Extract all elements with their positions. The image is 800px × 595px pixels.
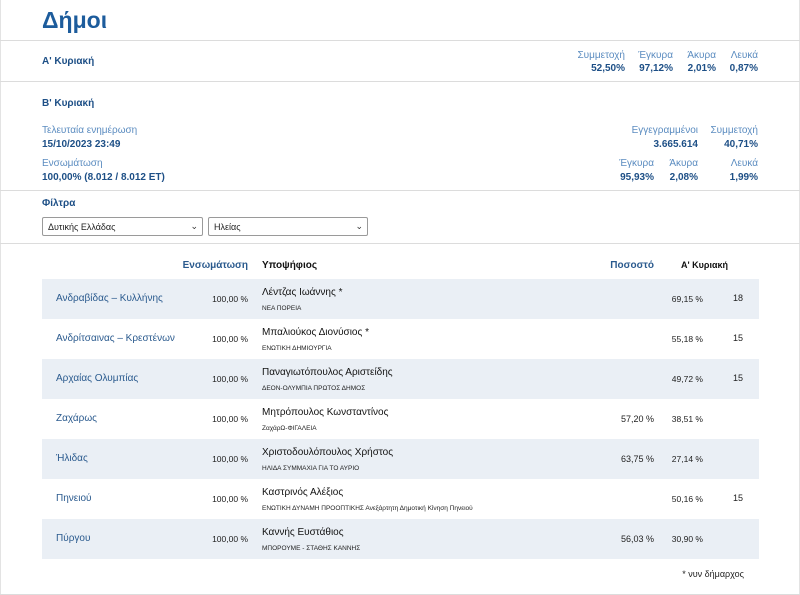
municipality-link[interactable]: Ανδρίτσαινας – Κρεστένων: [56, 333, 175, 344]
percent-cell: 57,20 %: [620, 414, 654, 424]
integration-cell: 100,00 %: [212, 534, 248, 544]
round-a-percent-cell: 49,72 %: [671, 374, 703, 384]
round-a-blank-value: 0,87%: [729, 63, 758, 74]
turnout-label: Συμμετοχή: [710, 125, 758, 136]
percent-cell: 63,75 %: [620, 454, 654, 464]
municipality-link[interactable]: Πηνειού: [56, 493, 92, 504]
integration-cell: 100,00 %: [212, 334, 248, 344]
municipality-link[interactable]: Αρχαίας Ολυμπίας: [56, 373, 139, 384]
round-a-percent-cell: 38,51 %: [671, 414, 703, 424]
party-name: ΕΝΩΤΙΚΗ ΔΥΝΑΜΗ ΠΡΟΟΠΤΙΚΗΣ Ανεξάρτητη Δημ…: [262, 505, 473, 512]
candidate-name: Καστρινός Αλέξιος: [262, 487, 344, 498]
party-name: ΝΕΑ ΠΟΡΕΙΑ: [262, 305, 302, 312]
table-row: Ανδρίτσαινας – Κρεστένων 100,00 % Μπαλιο…: [42, 319, 759, 359]
divider: [0, 40, 800, 41]
party-name: ΜΠΟΡΟΥΜΕ - ΣΤΑΘΗΣ ΚΑΝΝΗΣ: [262, 545, 361, 552]
table-row: Ζαχάρως 100,00 % Μητρόπουλος Κωνσταντίνο…: [42, 399, 759, 439]
round-a-blank-header: Λευκά: [730, 50, 758, 61]
registered-label: Εγγεγραμμένοι: [631, 125, 698, 136]
municipality-link[interactable]: Ήλιδας: [56, 453, 88, 464]
invalid-label: Άκυρα: [669, 158, 698, 169]
integration-cell: 100,00 %: [212, 494, 248, 504]
round-b-label: Β' Κυριακή: [42, 98, 95, 109]
valid-label: Έγκυρα: [619, 158, 654, 169]
filters-label: Φίλτρα: [42, 198, 76, 209]
page-title: Δήμοι: [42, 7, 108, 33]
table-row: Ήλιδας 100,00 % Χριστοδουλόπουλος Χρήστο…: [42, 439, 759, 479]
round-a-percent-cell: 27,14 %: [671, 454, 703, 464]
last-update-value: 15/10/2023 23:49: [42, 139, 121, 150]
round-a-percent-cell: 69,15 %: [671, 294, 703, 304]
table-row: Πηνειού 100,00 % Καστρινός Αλέξιος ΕΝΩΤΙ…: [42, 479, 759, 519]
table-header-candidate: Υποψήφιος: [262, 260, 318, 271]
round-a-invalid-value: 2,01%: [687, 63, 716, 74]
candidate-name: Παναγιωτόπουλος Αριστείδης: [262, 367, 393, 378]
footnote: * νυν δήμαρχος: [682, 569, 744, 579]
integration-cell: 100,00 %: [212, 374, 248, 384]
divider: [0, 81, 800, 82]
round-a-valid-header: Έγκυρα: [638, 50, 673, 61]
integration-label: Ενσωμάτωση: [42, 158, 103, 169]
turnout-value: 40,71%: [724, 139, 758, 150]
table-header-integration: Ενσωμάτωση: [182, 260, 248, 271]
party-name: ΔΕΟΝ-ΟΛΥΜΠΙΑ ΠΡΩΤΟΣ ΔΗΜΟΣ: [262, 385, 366, 392]
table-row: Αρχαίας Ολυμπίας 100,00 % Παναγιωτόπουλο…: [42, 359, 759, 399]
seats-cell: 15: [732, 333, 743, 343]
chevron-down-icon: ⌄: [190, 221, 198, 231]
candidate-name: Χριστοδουλόπουλος Χρήστος: [262, 447, 394, 458]
results-table: Ανδραβίδας – Κυλλήνης 100,00 % Λέντζας Ι…: [42, 279, 759, 559]
round-a-valid-value: 97,12%: [639, 63, 673, 74]
seats-cell: 15: [732, 493, 743, 503]
integration-cell: 100,00 %: [212, 294, 248, 304]
round-a-label: Α' Κυριακή: [42, 56, 95, 67]
region-select[interactable]: Δυτικής Ελλάδας ⌄: [42, 217, 203, 236]
party-name: ΖαχάρΩ-ΦΙΓΑΛΕΙΑ: [262, 425, 317, 432]
round-a-percent-cell: 50,16 %: [671, 494, 703, 504]
municipality-link[interactable]: Ανδραβίδας – Κυλλήνης: [56, 293, 163, 304]
integration-cell: 100,00 %: [212, 454, 248, 464]
table-header-percent: Ποσοστό: [610, 260, 654, 271]
table-header-round-a: Α' Κυριακή: [681, 260, 728, 270]
blank-label: Λευκά: [730, 158, 758, 169]
invalid-value: 2,08%: [669, 172, 698, 183]
unit-select[interactable]: Ηλείας ⌄: [208, 217, 368, 236]
candidate-name: Καννής Ευστάθιος: [262, 527, 344, 538]
integration-value: 100,00% (8.012 / 8.012 ΕΤ): [42, 172, 165, 183]
registered-value: 3.665.614: [653, 139, 699, 150]
integration-cell: 100,00 %: [212, 414, 248, 424]
table-row: Ανδραβίδας – Κυλλήνης 100,00 % Λέντζας Ι…: [42, 279, 759, 319]
municipality-link[interactable]: Ζαχάρως: [56, 413, 97, 424]
party-name: ΕΝΩΤΙΚΗ ΔΗΜΙΟΥΡΓΙΑ: [262, 345, 332, 352]
chevron-down-icon: ⌄: [355, 221, 363, 231]
divider: [0, 243, 800, 244]
seats-cell: 15: [732, 373, 743, 383]
round-a-turnout-header: Συμμετοχή: [577, 50, 625, 61]
divider: [0, 190, 800, 191]
blank-value: 1,99%: [729, 172, 758, 183]
round-a-turnout-value: 52,50%: [591, 63, 625, 74]
region-select-value: Δυτικής Ελλάδας: [48, 222, 116, 232]
seats-cell: 18: [732, 293, 743, 303]
candidate-name: Μπαλιούκος Διονύσιος *: [262, 327, 369, 338]
candidate-name: Λέντζας Ιωάννης *: [262, 287, 343, 298]
party-name: ΗΛΙΔΑ ΣΥΜΜΑΧΙΑ ΓΙΑ ΤΟ ΑΥΡΙΟ: [262, 465, 360, 472]
round-a-percent-cell: 30,90 %: [671, 534, 703, 544]
municipality-link[interactable]: Πύργου: [56, 533, 91, 544]
valid-value: 95,93%: [620, 172, 654, 183]
round-a-invalid-header: Άκυρα: [687, 50, 716, 61]
percent-cell: 56,03 %: [620, 534, 654, 544]
unit-select-value: Ηλείας: [214, 222, 241, 232]
round-a-percent-cell: 55,18 %: [671, 334, 703, 344]
last-update-label: Τελευταία ενημέρωση: [42, 125, 138, 136]
candidate-name: Μητρόπουλος Κωνσταντίνος: [262, 407, 389, 418]
table-row: Πύργου 100,00 % Καννής Ευστάθιος ΜΠΟΡΟΥΜ…: [42, 519, 759, 559]
